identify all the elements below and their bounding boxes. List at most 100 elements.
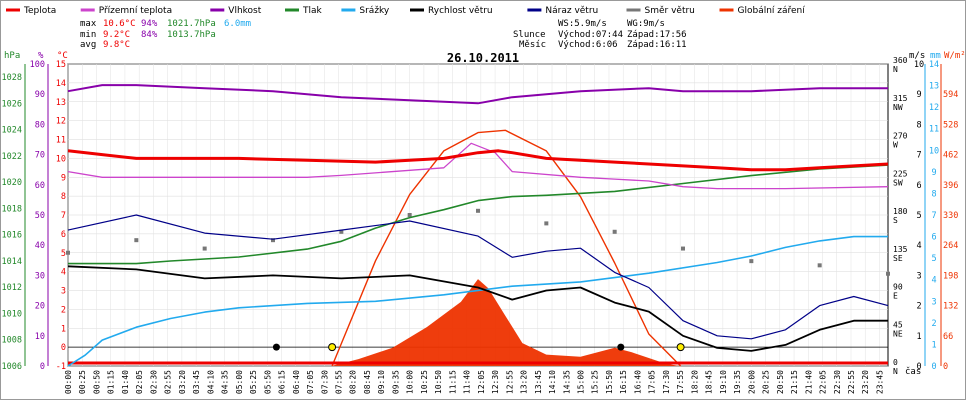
dir-point-0 [66,250,70,255]
tick-pressure-4: 1014 [2,257,22,267]
tick-dir-lbl-2: W [893,141,898,150]
series-ground-temp-line [67,142,889,190]
axis-unit-ms: m/s [909,51,925,61]
tick-time-40: 16:40 [633,370,642,394]
tick-time-22: 09:10 [377,370,386,394]
tick-time-14: 05:50 [263,370,272,394]
tick-dir-val-5: 135 [893,245,908,254]
sun-marker-1 [676,343,685,352]
tick-pressure-10: 1026 [2,99,22,109]
tick-time-3: 01:15 [107,370,116,394]
tick-time-9: 03:45 [192,370,201,394]
tick-rad-9: 594 [943,90,958,100]
tick-time-29: 12:05 [477,370,486,394]
tick-dir-lbl-3: SW [893,178,903,187]
tick-time-41: 17:05 [648,370,657,394]
sun-set: Západ:17:56 [627,30,687,40]
tick-temp-14: 13 [56,98,66,108]
series-gust-line [67,214,889,340]
tick-time-57: 23:45 [875,370,884,394]
tick-time-10: 04:10 [206,370,215,394]
tick-rad-0: 0 [943,362,948,372]
series-temp-line [67,149,889,172]
tick-wind-5: 5 [916,211,921,221]
stats-max-temp: 10.6°C [103,19,136,29]
dir-point-3 [271,238,275,243]
tick-rad-2: 132 [943,302,958,312]
tick-time-42: 17:30 [662,370,671,394]
tick-time-0: 00:00 [64,370,73,394]
tick-dir-val-6: 90 [893,283,903,292]
tick-rain-9: 9 [931,168,936,178]
tick-time-31: 12:55 [505,370,514,394]
tick-time-45: 18:45 [705,370,714,394]
tick-time-38: 15:50 [605,370,614,394]
tick-time-6: 02:30 [149,370,158,394]
dir-point-12 [886,271,890,276]
tick-time-37: 15:25 [591,370,600,394]
tick-time-7: 02:55 [164,370,173,394]
dir-point-2 [202,246,207,251]
stats-min-label: min [80,30,96,40]
tick-time-19: 07:55 [334,370,343,394]
series-radiation-area [331,279,680,366]
tick-dir-val-3: 225 [893,169,908,178]
tick-rain-0: 0 [931,362,936,372]
tick-dir-lbl-8: N [893,367,898,376]
tick-time-18: 07:30 [320,370,329,394]
tick-temp-1: 0 [61,343,66,353]
legend-label-6: Náraz větru [545,6,598,16]
tick-wind-9: 9 [916,90,921,100]
tick-dir-lbl-7: NE [893,329,903,338]
tick-humidity-6: 60 [35,181,45,191]
tick-time-21: 08:45 [363,370,372,394]
dir-point-7 [544,221,549,226]
tick-temp-15: 14 [56,79,66,89]
tick-temp-0: -1 [56,362,66,372]
axis-unit-degc: °C [57,51,68,61]
tick-temp-9: 8 [61,192,66,202]
legend-label-7: Směr větru [645,6,695,16]
axis-unit-wm2: W/m² [944,51,966,61]
tick-time-50: 20:50 [776,370,785,394]
tick-temp-3: 2 [61,305,66,315]
tick-rad-4: 264 [943,241,958,251]
tick-dir-val-7: 45 [893,320,903,329]
tick-time-24: 10:00 [406,370,415,394]
tick-time-4: 01:40 [121,370,130,394]
tick-dir-lbl-4: S [893,216,898,225]
tick-temp-2: 1 [61,324,66,334]
tick-wind-0: 0 [916,362,921,372]
tick-time-5: 02:05 [135,370,144,394]
tick-temp-4: 3 [61,287,66,297]
tick-time-30: 12:30 [491,370,500,394]
tick-rain-3: 3 [931,297,936,307]
wind-gust-stat: WG:9m/s [627,19,665,29]
tick-time-26: 10:50 [434,370,443,394]
tick-rain-13: 13 [929,82,939,92]
moon-label: Měsíc [519,40,546,50]
tick-rain-1: 1 [931,340,936,350]
tick-rain-14: 14 [929,60,939,70]
tick-dir-val-0: 360 [893,56,908,65]
stats-avg-temp: 9.8°C [103,40,130,50]
tick-time-11: 04:35 [221,370,230,394]
tick-temp-13: 12 [56,117,66,127]
tick-time-23: 09:35 [391,370,400,394]
tick-humidity-0: 0 [40,362,45,372]
tick-time-48: 20:00 [747,370,756,394]
tick-time-44: 18:20 [690,370,699,394]
tick-dir-lbl-0: N [893,65,898,74]
stats-min-temp: 9.2°C [103,30,130,40]
stats-min-hum: 84% [141,30,158,40]
tick-time-2: 00:50 [92,370,101,394]
legend-label-8: Globální záření [738,6,806,16]
series-rain-line [67,235,888,367]
sun-rise: Východ:07:44 [558,30,623,40]
tick-time-1: 00:25 [78,370,87,394]
tick-time-15: 06:15 [278,370,287,394]
tick-humidity-3: 30 [35,271,45,281]
tick-rain-6: 6 [931,233,936,243]
dir-point-6 [476,208,480,213]
tick-temp-12: 11 [56,136,66,146]
